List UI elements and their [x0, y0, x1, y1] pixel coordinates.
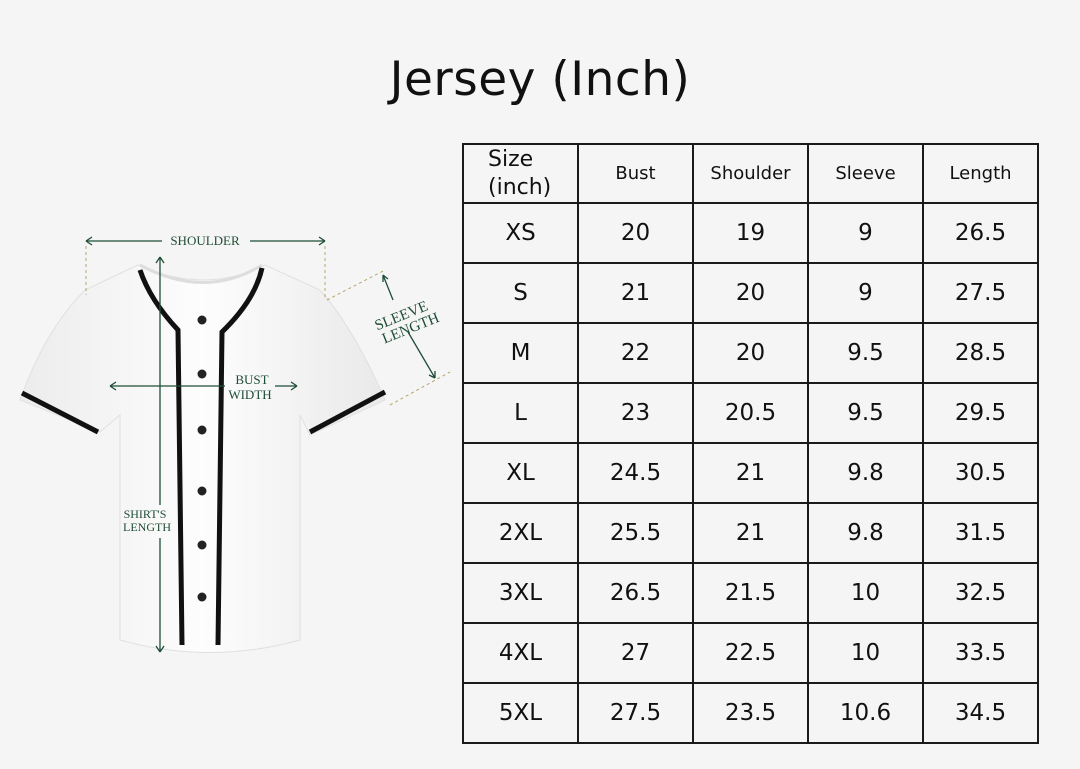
- cell-size: M: [462, 322, 579, 384]
- table-row: M 22 20 9.5 28.5: [462, 322, 1039, 384]
- bust-label-2: WIDTH: [228, 387, 271, 402]
- cell-sleeve: 10: [807, 622, 924, 684]
- table-row: S 21 20 9 27.5: [462, 262, 1039, 324]
- jersey-trim-left: [137, 269, 185, 646]
- cell-length: 34.5: [922, 682, 1039, 744]
- cell-size: XL: [462, 442, 579, 504]
- cell-bust: 21: [577, 262, 694, 324]
- cell-size: S: [462, 262, 579, 324]
- cell-shoulder: 20: [692, 262, 809, 324]
- cell-sleeve: 9.8: [807, 502, 924, 564]
- cell-sleeve: 9: [807, 202, 924, 264]
- cell-shoulder: 21.5: [692, 562, 809, 624]
- cell-sleeve: 10: [807, 562, 924, 624]
- cell-bust: 25.5: [577, 502, 694, 564]
- table-row: XS 20 19 9 26.5: [462, 202, 1039, 264]
- cell-bust: 27: [577, 622, 694, 684]
- header-size-label: Size: [488, 146, 534, 172]
- cell-size: 5XL: [462, 682, 579, 744]
- cell-shoulder: 20.5: [692, 382, 809, 444]
- cell-sleeve: 9: [807, 262, 924, 324]
- cell-size: 2XL: [462, 502, 579, 564]
- header-bust: Bust: [577, 143, 694, 204]
- shoulder-label: SHOULDER: [170, 233, 240, 248]
- cell-size: 3XL: [462, 562, 579, 624]
- jersey-buttons: [197, 315, 207, 602]
- header-length: Length: [922, 143, 1039, 204]
- cell-length: 33.5: [922, 622, 1039, 684]
- cell-length: 27.5: [922, 262, 1039, 324]
- cell-bust: 22: [577, 322, 694, 384]
- header-size-unit: (inch): [488, 174, 552, 200]
- table-row: 5XL 27.5 23.5 10.6 34.5: [462, 682, 1039, 744]
- cell-shoulder: 21: [692, 502, 809, 564]
- cell-bust: 26.5: [577, 562, 694, 624]
- length-label-2: LENGTH: [123, 520, 171, 534]
- header-sleeve: Sleeve: [807, 143, 924, 204]
- cell-bust: 24.5: [577, 442, 694, 504]
- table-row: 3XL 26.5 21.5 10 32.5: [462, 562, 1039, 624]
- length-label-1: SHIRT'S: [124, 507, 167, 521]
- cell-shoulder: 23.5: [692, 682, 809, 744]
- cell-size: XS: [462, 202, 579, 264]
- cell-shoulder: 22.5: [692, 622, 809, 684]
- table-row: 2XL 25.5 21 9.8 31.5: [462, 502, 1039, 564]
- cell-length: 32.5: [922, 562, 1039, 624]
- cell-size: 4XL: [462, 622, 579, 684]
- header-size: Size (inch): [462, 143, 579, 204]
- cell-length: 28.5: [922, 322, 1039, 384]
- cell-bust: 27.5: [577, 682, 694, 744]
- page-title: Jersey (Inch): [389, 52, 691, 107]
- table-row: XL 24.5 21 9.8 30.5: [462, 442, 1039, 504]
- cell-sleeve: 10.6: [807, 682, 924, 744]
- cell-bust: 20: [577, 202, 694, 264]
- cell-length: 30.5: [922, 442, 1039, 504]
- cell-sleeve: 9.5: [807, 322, 924, 384]
- bust-label-1: BUST: [235, 372, 268, 387]
- size-chart-table: Size (inch) Bust Shoulder Sleeve Length X…: [462, 143, 1039, 744]
- cell-length: 26.5: [922, 202, 1039, 264]
- cell-length: 31.5: [922, 502, 1039, 564]
- table-row: L 23 20.5 9.5 29.5: [462, 382, 1039, 444]
- header-shoulder: Shoulder: [692, 143, 809, 204]
- table-header-row: Size (inch) Bust Shoulder Sleeve Length: [462, 143, 1039, 204]
- cell-shoulder: 21: [692, 442, 809, 504]
- cell-bust: 23: [577, 382, 694, 444]
- jersey-diagram: SHOULDER BUST WIDTH SHIRT'S LENGTH SLEEV…: [19, 233, 451, 653]
- cell-length: 29.5: [922, 382, 1039, 444]
- jersey-trim-right: [215, 267, 265, 646]
- cell-shoulder: 19: [692, 202, 809, 264]
- table-row: 4XL 27 22.5 10 33.5: [462, 622, 1039, 684]
- cell-size: L: [462, 382, 579, 444]
- cell-sleeve: 9.8: [807, 442, 924, 504]
- cell-shoulder: 20: [692, 322, 809, 384]
- cell-sleeve: 9.5: [807, 382, 924, 444]
